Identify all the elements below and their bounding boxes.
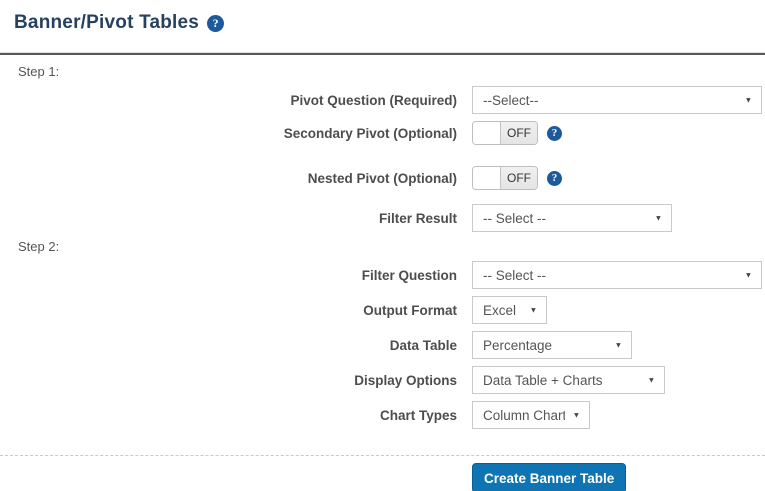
page-title: Banner/Pivot Tables	[14, 12, 200, 33]
toggle-knob	[473, 167, 501, 189]
data-table-select-wrap: Percentage ▼	[472, 331, 632, 359]
create-banner-table-button[interactable]: Create Banner Table	[472, 463, 627, 491]
nested-pivot-row: Nested Pivot (Optional) OFF ?	[0, 166, 765, 190]
question-circle-icon[interactable]: ?	[207, 14, 225, 32]
output-format-select[interactable]: Excel	[472, 296, 547, 324]
secondary-pivot-row: Secondary Pivot (Optional) OFF ?	[0, 121, 765, 145]
pivot-question-select-wrap: --Select-- ▼	[472, 86, 762, 114]
output-format-select-wrap: Excel ▼	[472, 296, 547, 324]
filter-question-select[interactable]: -- Select --	[472, 261, 762, 289]
display-options-row: Display Options Data Table + Charts ▼	[0, 366, 765, 394]
output-format-label: Output Format	[363, 302, 457, 318]
question-circle-icon[interactable]: ?	[547, 125, 562, 141]
chart-types-row: Chart Types Column Chart ▼	[0, 401, 765, 429]
chart-types-label: Chart Types	[379, 407, 457, 423]
display-options-select[interactable]: Data Table + Charts	[472, 366, 665, 394]
page-header: Banner/Pivot Tables ?	[0, 0, 765, 34]
data-table-row: Data Table Percentage ▼	[0, 331, 765, 359]
header-divider	[0, 52, 765, 55]
question-glyph: ?	[212, 15, 219, 30]
filter-result-label: Filter Result	[378, 210, 457, 226]
chart-types-select[interactable]: Column Chart	[472, 401, 590, 429]
display-options-select-wrap: Data Table + Charts ▼	[472, 366, 665, 394]
display-options-label: Display Options	[354, 372, 457, 388]
filter-question-select-wrap: -- Select -- ▼	[472, 261, 762, 289]
pivot-question-row: Pivot Question (Required) --Select-- ▼	[0, 86, 765, 114]
filter-result-select[interactable]: -- Select --	[472, 204, 672, 232]
step-1-label: Step 1:	[18, 64, 60, 79]
filter-question-label: Filter Question	[361, 267, 457, 283]
filter-result-row: Filter Result -- Select -- ▼	[0, 204, 765, 232]
pivot-question-select[interactable]: --Select--	[472, 86, 762, 114]
data-table-label: Data Table	[389, 337, 457, 353]
chart-types-select-wrap: Column Chart ▼	[472, 401, 590, 429]
step-2-label: Step 2:	[18, 239, 60, 254]
toggle-off-label: OFF	[501, 122, 537, 144]
question-glyph: ?	[551, 172, 558, 184]
nested-pivot-toggle[interactable]: OFF	[472, 166, 538, 190]
filter-result-select-wrap: -- Select -- ▼	[472, 204, 672, 232]
question-circle-icon[interactable]: ?	[547, 170, 562, 186]
pivot-question-label: Pivot Question (Required)	[290, 92, 457, 108]
secondary-pivot-toggle[interactable]: OFF	[472, 121, 538, 145]
footer-actions: Create Banner Table	[0, 456, 765, 491]
footer-divider	[0, 455, 765, 456]
question-glyph: ?	[551, 127, 558, 139]
filter-question-row: Filter Question -- Select -- ▼	[0, 261, 765, 289]
data-table-select[interactable]: Percentage	[472, 331, 632, 359]
nested-pivot-label: Nested Pivot (Optional)	[307, 170, 457, 186]
output-format-row: Output Format Excel ▼	[0, 296, 765, 324]
toggle-knob	[473, 122, 501, 144]
secondary-pivot-label: Secondary Pivot (Optional)	[283, 125, 457, 141]
toggle-off-label: OFF	[501, 167, 537, 189]
